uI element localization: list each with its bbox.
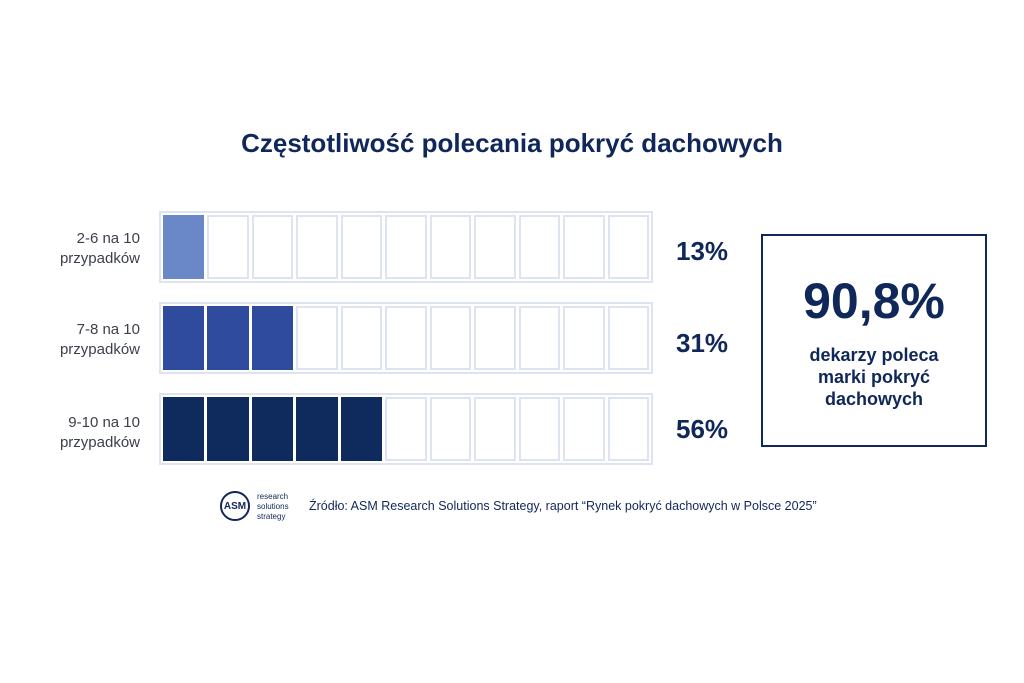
row-label-1: 2-6 na 10 przypadków [20, 229, 140, 269]
row-label-2-line-2: przypadków [59, 341, 140, 358]
bar-cell-empty [474, 215, 516, 279]
bar-row-3 [159, 393, 653, 465]
bar-cell-empty [251, 215, 294, 279]
bar-cell-empty [296, 306, 338, 370]
row-label-3-line-1: 9-10 na 10 [68, 414, 140, 431]
asm-logo: ASM [220, 491, 250, 521]
callout-line-2: marki pokryć [817, 367, 931, 387]
bar-cell-empty [607, 215, 649, 279]
row-label-2-line-1: 7-8 na 10 [76, 321, 140, 338]
logo-word-3: strategy [257, 512, 286, 521]
source-note: Źródło: ASM Research Solutions Strategy,… [309, 499, 817, 513]
bar-cell-filled [207, 397, 249, 461]
callout-value: 90,8% [803, 273, 945, 329]
bar-row-1 [159, 211, 653, 283]
bar-cell-empty [474, 306, 516, 370]
summary-callout: 90,8% dekarzy poleca marki pokryć dachow… [761, 234, 987, 447]
logo-word-1: research [257, 492, 289, 501]
bar-cell-empty [429, 397, 472, 461]
bar-cell-filled [340, 397, 383, 461]
bar-cell-empty [518, 397, 561, 461]
row-label-1-line-2: przypadków [59, 250, 140, 267]
bar-cell-empty [385, 397, 427, 461]
bar-cell-filled [251, 306, 294, 370]
bar-cell-empty [340, 215, 383, 279]
row-label-3-line-2: przypadków [59, 434, 140, 451]
bar-cell-empty [518, 306, 561, 370]
bar-cell-empty [563, 306, 605, 370]
row-label-3: 9-10 na 10 przypadków [20, 413, 140, 453]
bar-cell-empty [474, 397, 516, 461]
callout-text: dekarzy poleca marki pokryć dachowych [789, 344, 959, 410]
bar-cell-empty [385, 215, 427, 279]
bar-cell-empty [563, 215, 605, 279]
value-label-1: 13% [676, 236, 729, 266]
value-label-2: 31% [676, 328, 729, 358]
bar-cell-filled [251, 397, 294, 461]
bar-cell-empty [207, 215, 249, 279]
chart-title: Częstotliwość polecania pokryć dachowych [241, 128, 783, 158]
bar-row-2 [159, 302, 653, 374]
bar-cell-empty [429, 215, 472, 279]
bar-cell-filled [296, 397, 338, 461]
bar-cell-empty [296, 215, 338, 279]
bar-cell-empty [518, 215, 561, 279]
bar-cell-empty [563, 397, 605, 461]
row-label-2: 7-8 na 10 przypadków [20, 320, 140, 360]
bar-cell-filled [163, 306, 205, 370]
bar-cell-filled [163, 397, 205, 461]
bar-cell-filled [207, 306, 249, 370]
bar-cell-empty [429, 306, 472, 370]
callout-line-1: dekarzy poleca [809, 345, 939, 365]
bar-cell-filled [163, 215, 205, 279]
bar-cell-empty [607, 306, 649, 370]
callout-line-3: dachowych [824, 389, 924, 409]
bar-cell-empty [607, 397, 649, 461]
row-label-1-line-1: 2-6 na 10 [76, 230, 140, 247]
logo-word-2: solutions [257, 502, 289, 511]
bar-cell-empty [385, 306, 427, 370]
bar-cell-empty [340, 306, 383, 370]
value-label-3: 56% [676, 414, 729, 444]
asm-logo-words: research solutions strategy [257, 492, 307, 522]
